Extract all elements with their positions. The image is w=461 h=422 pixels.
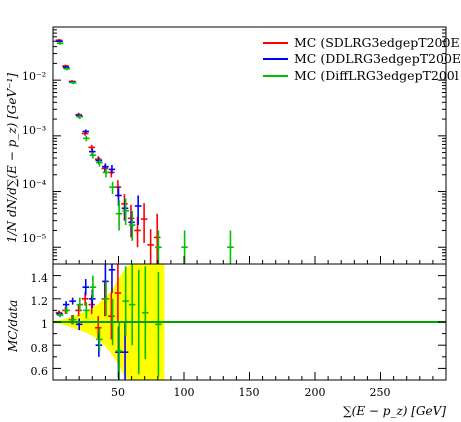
legend-entry: MC (SDLRG3edgepT200E	[263, 35, 460, 50]
ratio-x-tick-label: 100	[174, 386, 195, 399]
legend-label: MC (DDLRG3edgepT200E	[294, 51, 461, 66]
series-2	[56, 41, 234, 264]
ratio-panel: 0.6 0.8 1 1.2 1.4 50 100 150 200 250 ∑(E…	[6, 263, 447, 418]
main-y-ticks	[52, 26, 447, 264]
ratio-ticks	[52, 263, 447, 381]
legend-label: MC (SDLRG3edgepT200E	[294, 35, 460, 50]
ratio-x-tick-label: 250	[370, 386, 391, 399]
ratio-x-tick-label: 50	[111, 386, 125, 399]
main-y-tick-label: 10⁻²	[22, 70, 46, 83]
legend: MC (SDLRG3edgepT200E MC (DDLRG3edgepT200…	[263, 35, 461, 83]
main-panel: 10⁻⁵ 10⁻⁴ 10⁻³ 10⁻² 1/N dN/d∑(E − p_z) […	[5, 26, 447, 265]
main-y-axis-label: 1/N dN/d∑(E − p_z) [GeV⁻¹]	[5, 73, 19, 243]
ratio-x-tick-label: 200	[305, 386, 326, 399]
ratio-y-tick-label: 1	[41, 318, 48, 331]
ratio-y-axis-label: MC/data	[6, 300, 20, 353]
legend-label: MC (DiffLRG3edgepT200l	[294, 68, 459, 83]
ratio-y-tick-label: 1.4	[31, 272, 49, 285]
ratio-x-tick-label: 150	[239, 386, 260, 399]
ratio-data-layer	[53, 264, 446, 380]
ratio-x-tick-labels: 50 100 150 200 250	[111, 386, 391, 399]
legend-entry: MC (DDLRG3edgepT200E	[263, 51, 461, 66]
ratio-y-tick-label: 1.2	[31, 295, 49, 308]
main-y-tick-label: 10⁻⁵	[22, 232, 46, 245]
series-0	[55, 38, 161, 264]
ratio-y-tick-label: 0.6	[31, 365, 49, 378]
main-y-tick-label: 10⁻³	[22, 124, 46, 137]
ratio-y-tick-label: 0.8	[31, 342, 49, 355]
legend-entry: MC (DiffLRG3edgepT200l	[263, 68, 459, 83]
main-y-tick-label: 10⁻⁴	[22, 178, 47, 191]
main-data-layer	[55, 38, 234, 264]
ratio-y-tick-labels: 0.6 0.8 1 1.2 1.4	[31, 272, 49, 378]
ratio-x-axis-label: ∑(E − p_z) [GeV]	[343, 404, 446, 418]
main-y-tick-labels: 10⁻⁵ 10⁻⁴ 10⁻³ 10⁻²	[22, 70, 47, 245]
